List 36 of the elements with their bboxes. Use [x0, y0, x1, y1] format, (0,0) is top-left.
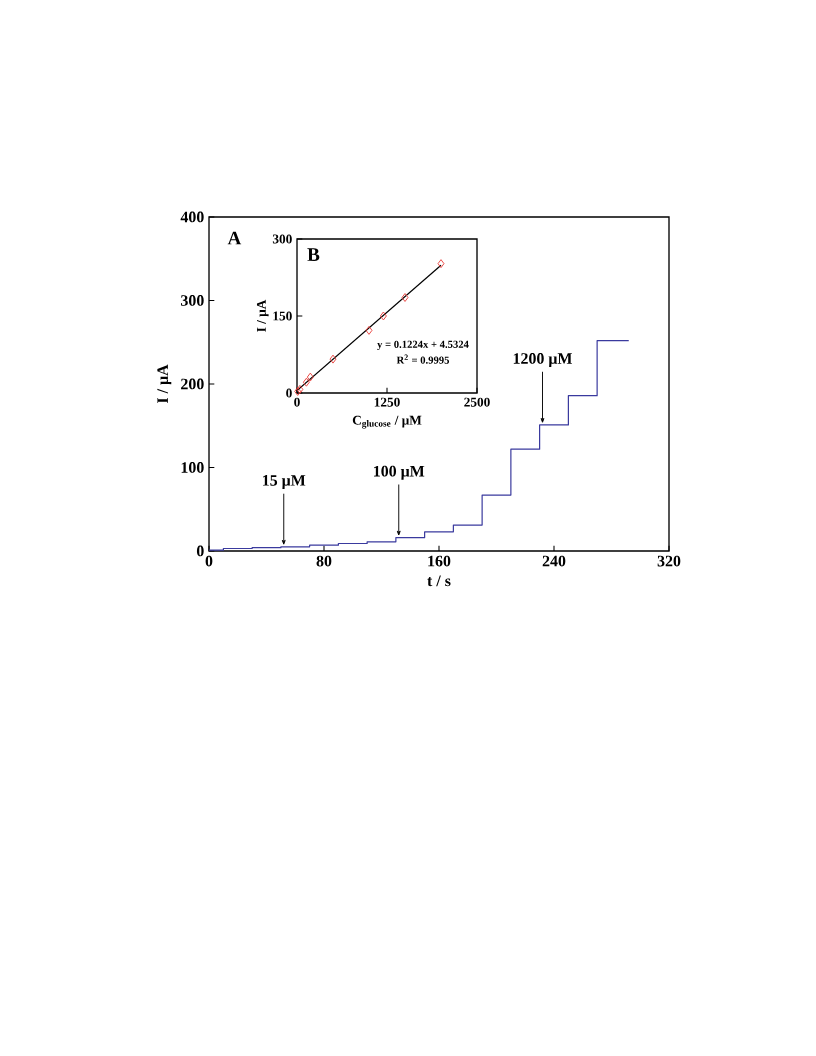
annotation: B: [307, 248, 320, 261]
point: [437, 259, 445, 269]
point: [306, 372, 314, 382]
x-tick-label: 80: [316, 555, 332, 567]
y-axis-title: I / μA: [157, 364, 172, 404]
point: [401, 293, 409, 302]
annotation: 15 μM: [263, 475, 306, 489]
annotation: y = 0.1224x + 4.5324: [377, 340, 469, 351]
x-tick-label: 1250: [374, 397, 400, 407]
y-tick-label: 200: [181, 378, 204, 390]
annotation: 1200 μM: [513, 353, 572, 368]
x-tick-label: 240: [542, 555, 566, 567]
y-axis-title: I / μA: [256, 299, 269, 332]
x-axis-title: t / s: [427, 575, 451, 587]
point: [294, 387, 302, 396]
point: [379, 311, 387, 321]
point: [329, 354, 337, 364]
point: [365, 325, 373, 335]
x-tick-label: 2500: [464, 397, 490, 407]
x-tick-label: 0: [294, 397, 300, 407]
y-tick-label: 100: [181, 462, 204, 473]
annotation: R$^{2}$ = 0.9995: [396, 354, 450, 364]
y-tick-label: 400: [180, 211, 204, 223]
x-tick-label: 320: [657, 555, 681, 567]
x-tick-label: 0: [205, 555, 213, 567]
x-axis-title: C$_{glucose}$ / μM: [352, 415, 422, 429]
point: [302, 377, 310, 387]
annotation: A: [227, 231, 242, 245]
y-tick-label: 0: [196, 545, 204, 557]
point: [296, 384, 304, 394]
y-tick-label: 300: [181, 295, 204, 306]
y-tick-label: 150: [273, 311, 292, 321]
y-tick-label: 300: [272, 234, 292, 244]
annotation: 100 μM: [374, 465, 425, 480]
x-tick-label: 160: [428, 555, 451, 567]
y-tick-label: 0: [286, 388, 292, 398]
